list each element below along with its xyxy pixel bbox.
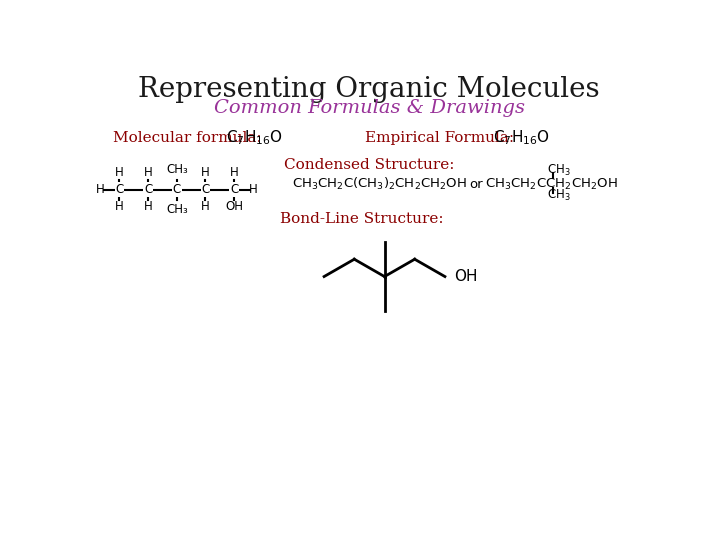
Text: H: H: [201, 200, 210, 213]
Text: H: H: [230, 166, 238, 179]
Text: H: H: [144, 200, 153, 213]
Text: H: H: [249, 183, 258, 196]
Text: H: H: [96, 183, 104, 196]
Text: C: C: [144, 183, 152, 196]
Text: CH₃: CH₃: [166, 203, 188, 216]
Text: H: H: [201, 166, 210, 179]
Text: OH: OH: [225, 200, 243, 213]
Text: Condensed Structure:: Condensed Structure:: [284, 158, 454, 172]
Text: Empirical Formula:: Empirical Formula:: [365, 131, 514, 145]
Text: C$_7$H$_{16}$O: C$_7$H$_{16}$O: [493, 129, 550, 147]
Text: C: C: [202, 183, 210, 196]
Text: or: or: [469, 178, 483, 191]
Text: H: H: [144, 166, 153, 179]
Text: CH₃: CH₃: [166, 163, 188, 176]
Text: H: H: [115, 166, 124, 179]
Text: C: C: [173, 183, 181, 196]
Text: OH: OH: [454, 269, 477, 284]
Text: CH$_3$CH$_2$CCH$_2$CH$_2$OH: CH$_3$CH$_2$CCH$_2$CH$_2$OH: [485, 177, 618, 192]
Text: C: C: [230, 183, 238, 196]
Text: Bond-Line Structure:: Bond-Line Structure:: [280, 212, 444, 226]
Text: CH$_3$: CH$_3$: [547, 188, 571, 203]
Text: CH$_3$: CH$_3$: [547, 163, 571, 178]
Text: CH$_3$CH$_2$C(CH$_3$)$_2$CH$_2$CH$_2$OH: CH$_3$CH$_2$C(CH$_3$)$_2$CH$_2$CH$_2$OH: [292, 176, 467, 192]
Text: C: C: [115, 183, 124, 196]
Text: Molecular formula:: Molecular formula:: [113, 131, 262, 145]
Text: C$_7$H$_{16}$O: C$_7$H$_{16}$O: [225, 129, 282, 147]
Text: Common Formulas & Drawings: Common Formulas & Drawings: [214, 99, 524, 117]
Text: Representing Organic Molecules: Representing Organic Molecules: [138, 76, 600, 103]
Text: H: H: [115, 200, 124, 213]
